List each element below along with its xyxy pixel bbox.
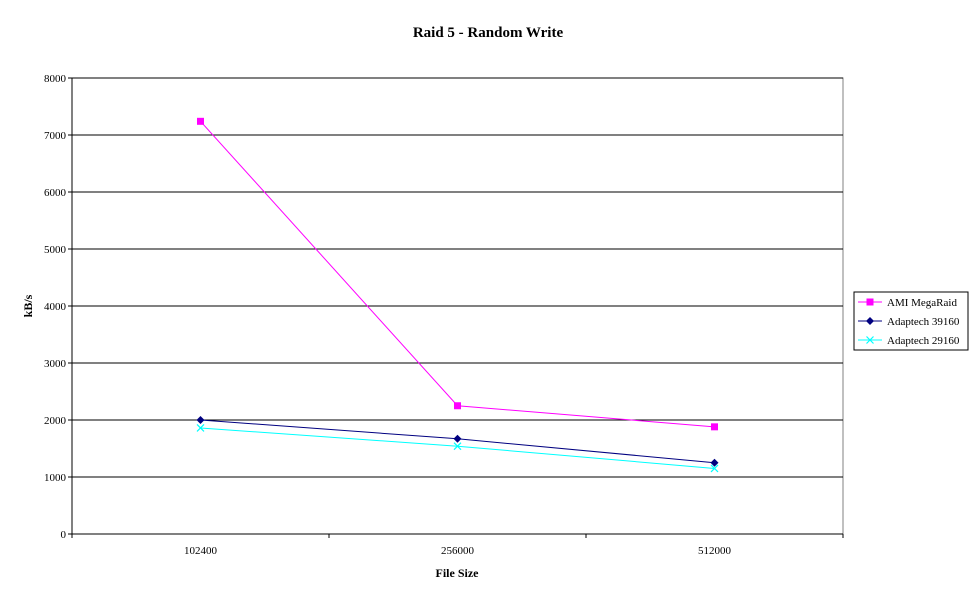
y-tick-label: 8000 xyxy=(44,73,67,85)
x-axis-title: File Size xyxy=(436,566,480,580)
legend-marker xyxy=(866,298,874,306)
y-axis-title: kB/s xyxy=(21,294,35,317)
series-2 xyxy=(196,424,719,473)
legend: AMI MegaRaid Adaptech 39160 Adaptech 29160 xyxy=(853,291,969,351)
data-point xyxy=(196,424,205,432)
data-point xyxy=(454,402,461,410)
legend-label: AMI MegaRaid xyxy=(887,297,957,309)
x-tick-label: 102400 xyxy=(184,545,218,557)
series-0 xyxy=(197,117,718,431)
y-tick-label: 4000 xyxy=(44,301,67,313)
y-tick-label: 6000 xyxy=(44,187,67,199)
data-point xyxy=(453,434,462,443)
data-point xyxy=(196,416,205,424)
x-tick-label: 512000 xyxy=(698,545,732,557)
legend-item: Adaptech 39160 xyxy=(858,316,960,328)
y-tick-label: 3000 xyxy=(44,358,67,370)
chart-title: Raid 5 - Random Write xyxy=(413,25,564,41)
series-1 xyxy=(196,416,719,467)
y-tick-label: 1000 xyxy=(44,472,67,484)
legend-label: Adaptech 29160 xyxy=(887,335,960,347)
y-tick-label: 0 xyxy=(61,529,67,541)
series-group xyxy=(196,117,719,473)
y-tick-label: 7000 xyxy=(44,130,67,142)
legend-marker xyxy=(866,317,874,325)
legend-label: Adaptech 39160 xyxy=(887,316,960,328)
y-axis-ticks: 0 1000 2000 3000 4000 5000 6000 7000 8000 xyxy=(44,73,72,541)
data-point xyxy=(710,458,719,467)
legend-marker xyxy=(866,336,874,344)
y-tick-label: 5000 xyxy=(44,244,67,256)
y-tick-label: 2000 xyxy=(44,415,67,427)
data-point xyxy=(710,464,719,473)
x-axis-ticks: 102400 256000 512000 xyxy=(71,534,844,557)
data-point xyxy=(197,117,204,125)
x-tick-label: 256000 xyxy=(441,545,475,557)
data-point xyxy=(711,423,718,431)
legend-item: Adaptech 29160 xyxy=(858,335,960,347)
legend-item: AMI MegaRaid xyxy=(858,297,957,309)
data-point xyxy=(453,442,462,451)
